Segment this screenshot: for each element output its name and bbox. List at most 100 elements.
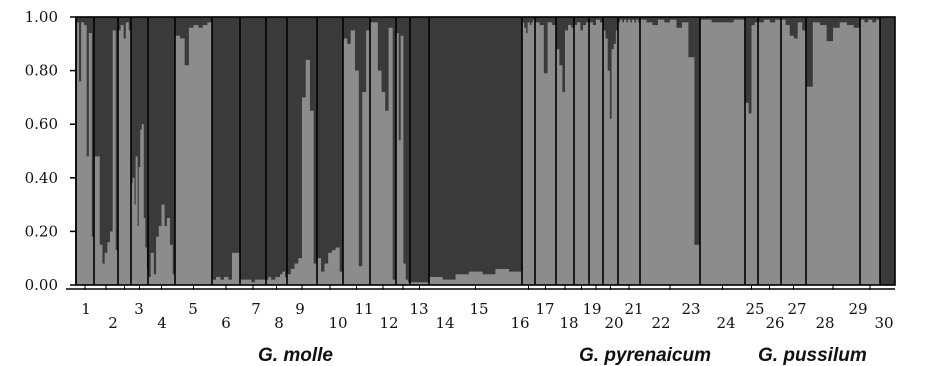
- x-tick-label: 2: [108, 314, 118, 332]
- bar-individual: [328, 252, 333, 285]
- bar-individual: [150, 252, 154, 285]
- bar-individual: [626, 22, 629, 286]
- x-tick-label: 4: [157, 314, 167, 332]
- bar-individual: [468, 271, 483, 285]
- bar-individual: [115, 250, 119, 285]
- bar-individual: [568, 25, 572, 285]
- bar-individual: [527, 22, 530, 286]
- x-tick-label: 16: [510, 314, 529, 332]
- bar-individual: [775, 19, 782, 286]
- bar-individual: [339, 271, 344, 285]
- bar-individual: [280, 274, 283, 285]
- bar-individual: [198, 27, 204, 285]
- x-tick-label: 12: [379, 314, 398, 332]
- bar-individual: [81, 22, 85, 286]
- bar-individual: [175, 35, 181, 286]
- bar-individual: [282, 271, 286, 285]
- x-tick-label: 28: [815, 314, 834, 332]
- bar-individual: [228, 279, 233, 285]
- bar-individual: [583, 25, 587, 285]
- bar-individual: [388, 27, 393, 285]
- bar-individual: [350, 30, 355, 286]
- bar-individual: [495, 268, 510, 285]
- bar-individual: [405, 279, 409, 285]
- y-axis: 1.00 0.80 0.60 0.40 0.20 0.00: [25, 8, 77, 294]
- bar-individual: [605, 38, 608, 285]
- bar-individual: [599, 22, 604, 286]
- bar-individual: [153, 274, 157, 285]
- bar-individual: [317, 258, 322, 285]
- bar-individual: [169, 244, 173, 285]
- bar-individual: [622, 22, 625, 286]
- bar-individual: [86, 156, 90, 285]
- bar-individual: [112, 30, 116, 286]
- y-tick-label: 0.60: [25, 115, 58, 133]
- bar-individual: [628, 19, 631, 286]
- bar-individual: [302, 97, 307, 286]
- bar-individual: [216, 276, 221, 285]
- bar-individual: [144, 247, 147, 285]
- bar-individual: [396, 33, 399, 285]
- bar-individual: [748, 113, 752, 285]
- bar-individual: [148, 276, 152, 285]
- bar-individual: [531, 22, 534, 286]
- x-tick-label: 15: [469, 300, 488, 318]
- bar-individual: [284, 276, 288, 285]
- bar-individual: [158, 226, 162, 285]
- bar-individual: [562, 92, 566, 285]
- bar-individual: [525, 33, 528, 285]
- y-tick-label: 0.40: [25, 169, 58, 187]
- bar-individual: [620, 19, 623, 286]
- bar-individual: [132, 177, 135, 285]
- bar-individual: [309, 110, 314, 285]
- bar-individual: [636, 19, 639, 286]
- bar-individual: [207, 22, 213, 286]
- bar-individual: [224, 276, 229, 285]
- bar-individual: [424, 282, 428, 285]
- bar-individual: [138, 167, 141, 285]
- bar-individual: [769, 22, 776, 286]
- x-tick-label: 5: [188, 300, 198, 318]
- bar-individual: [455, 274, 470, 285]
- x-tick-label: 14: [435, 314, 454, 332]
- bar-individual: [140, 129, 143, 285]
- bar-individual: [107, 242, 111, 285]
- bar-individual: [298, 258, 303, 285]
- bar-individual: [745, 102, 749, 285]
- bar-individual: [392, 279, 397, 285]
- bar-individual: [577, 22, 581, 286]
- x-tick-label: 30: [874, 314, 893, 332]
- plot-area: [75, 16, 896, 286]
- bar-individual: [522, 22, 525, 286]
- bar-individual: [370, 22, 375, 286]
- bar-individual: [833, 27, 841, 285]
- bar-individual: [362, 92, 367, 285]
- bar-individual: [384, 110, 389, 285]
- y-tick-label: 0.80: [25, 62, 58, 80]
- bar-individual: [270, 279, 274, 285]
- bar-individual: [580, 30, 584, 286]
- bar-individual: [529, 25, 532, 285]
- bar-individual: [172, 274, 176, 285]
- bar-individual: [801, 30, 807, 286]
- bar-individual: [806, 86, 814, 286]
- bar-individual: [819, 25, 827, 285]
- x-tick-label: 23: [681, 300, 700, 318]
- bar-individual: [398, 140, 402, 285]
- x-tick-label: 20: [604, 314, 623, 332]
- bar-individual: [733, 19, 746, 286]
- bar-individual: [400, 35, 404, 286]
- bar-individual: [826, 41, 834, 286]
- bar-individual: [88, 33, 92, 285]
- bar-individual: [586, 22, 590, 286]
- bar-individual: [313, 263, 318, 285]
- bar-individual: [410, 282, 413, 285]
- bar-individual: [860, 19, 865, 286]
- bar-individual: [120, 25, 124, 285]
- y-tick-label: 0.00: [25, 276, 58, 294]
- bar-individual: [611, 49, 615, 285]
- bar-individual: [110, 231, 114, 285]
- bar-individual: [251, 282, 256, 285]
- bar-individual: [758, 22, 765, 286]
